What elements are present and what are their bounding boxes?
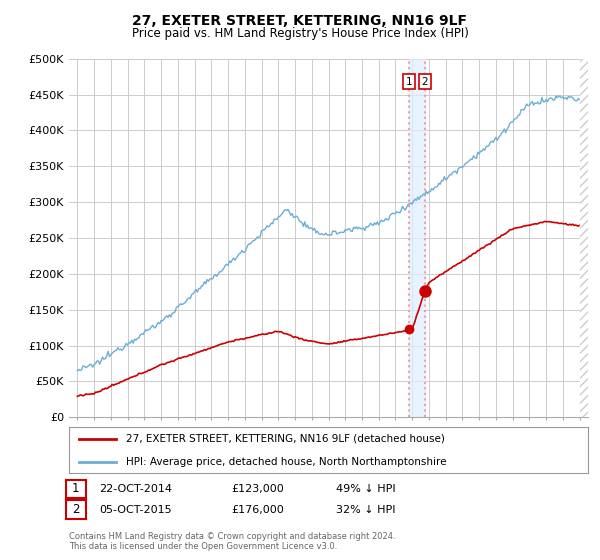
Bar — [580, 59, 588, 417]
Bar — [580, 59, 588, 417]
Text: 22-OCT-2014: 22-OCT-2014 — [99, 484, 172, 494]
Text: 49% ↓ HPI: 49% ↓ HPI — [336, 484, 395, 494]
Text: Contains HM Land Registry data © Crown copyright and database right 2024.
This d: Contains HM Land Registry data © Crown c… — [69, 532, 395, 552]
Text: 1: 1 — [72, 482, 80, 496]
Text: 2: 2 — [72, 503, 80, 516]
Text: 27, EXETER STREET, KETTERING, NN16 9LF (detached house): 27, EXETER STREET, KETTERING, NN16 9LF (… — [126, 434, 445, 444]
Bar — [409, 59, 425, 417]
Text: £123,000: £123,000 — [231, 484, 284, 494]
Text: HPI: Average price, detached house, North Northamptonshire: HPI: Average price, detached house, Nort… — [126, 457, 446, 466]
Text: 05-OCT-2015: 05-OCT-2015 — [99, 505, 172, 515]
Text: £176,000: £176,000 — [231, 505, 284, 515]
Text: 2: 2 — [422, 77, 428, 87]
Text: Price paid vs. HM Land Registry's House Price Index (HPI): Price paid vs. HM Land Registry's House … — [131, 27, 469, 40]
Text: 27, EXETER STREET, KETTERING, NN16 9LF: 27, EXETER STREET, KETTERING, NN16 9LF — [133, 14, 467, 28]
Text: 1: 1 — [406, 77, 412, 87]
Text: 32% ↓ HPI: 32% ↓ HPI — [336, 505, 395, 515]
